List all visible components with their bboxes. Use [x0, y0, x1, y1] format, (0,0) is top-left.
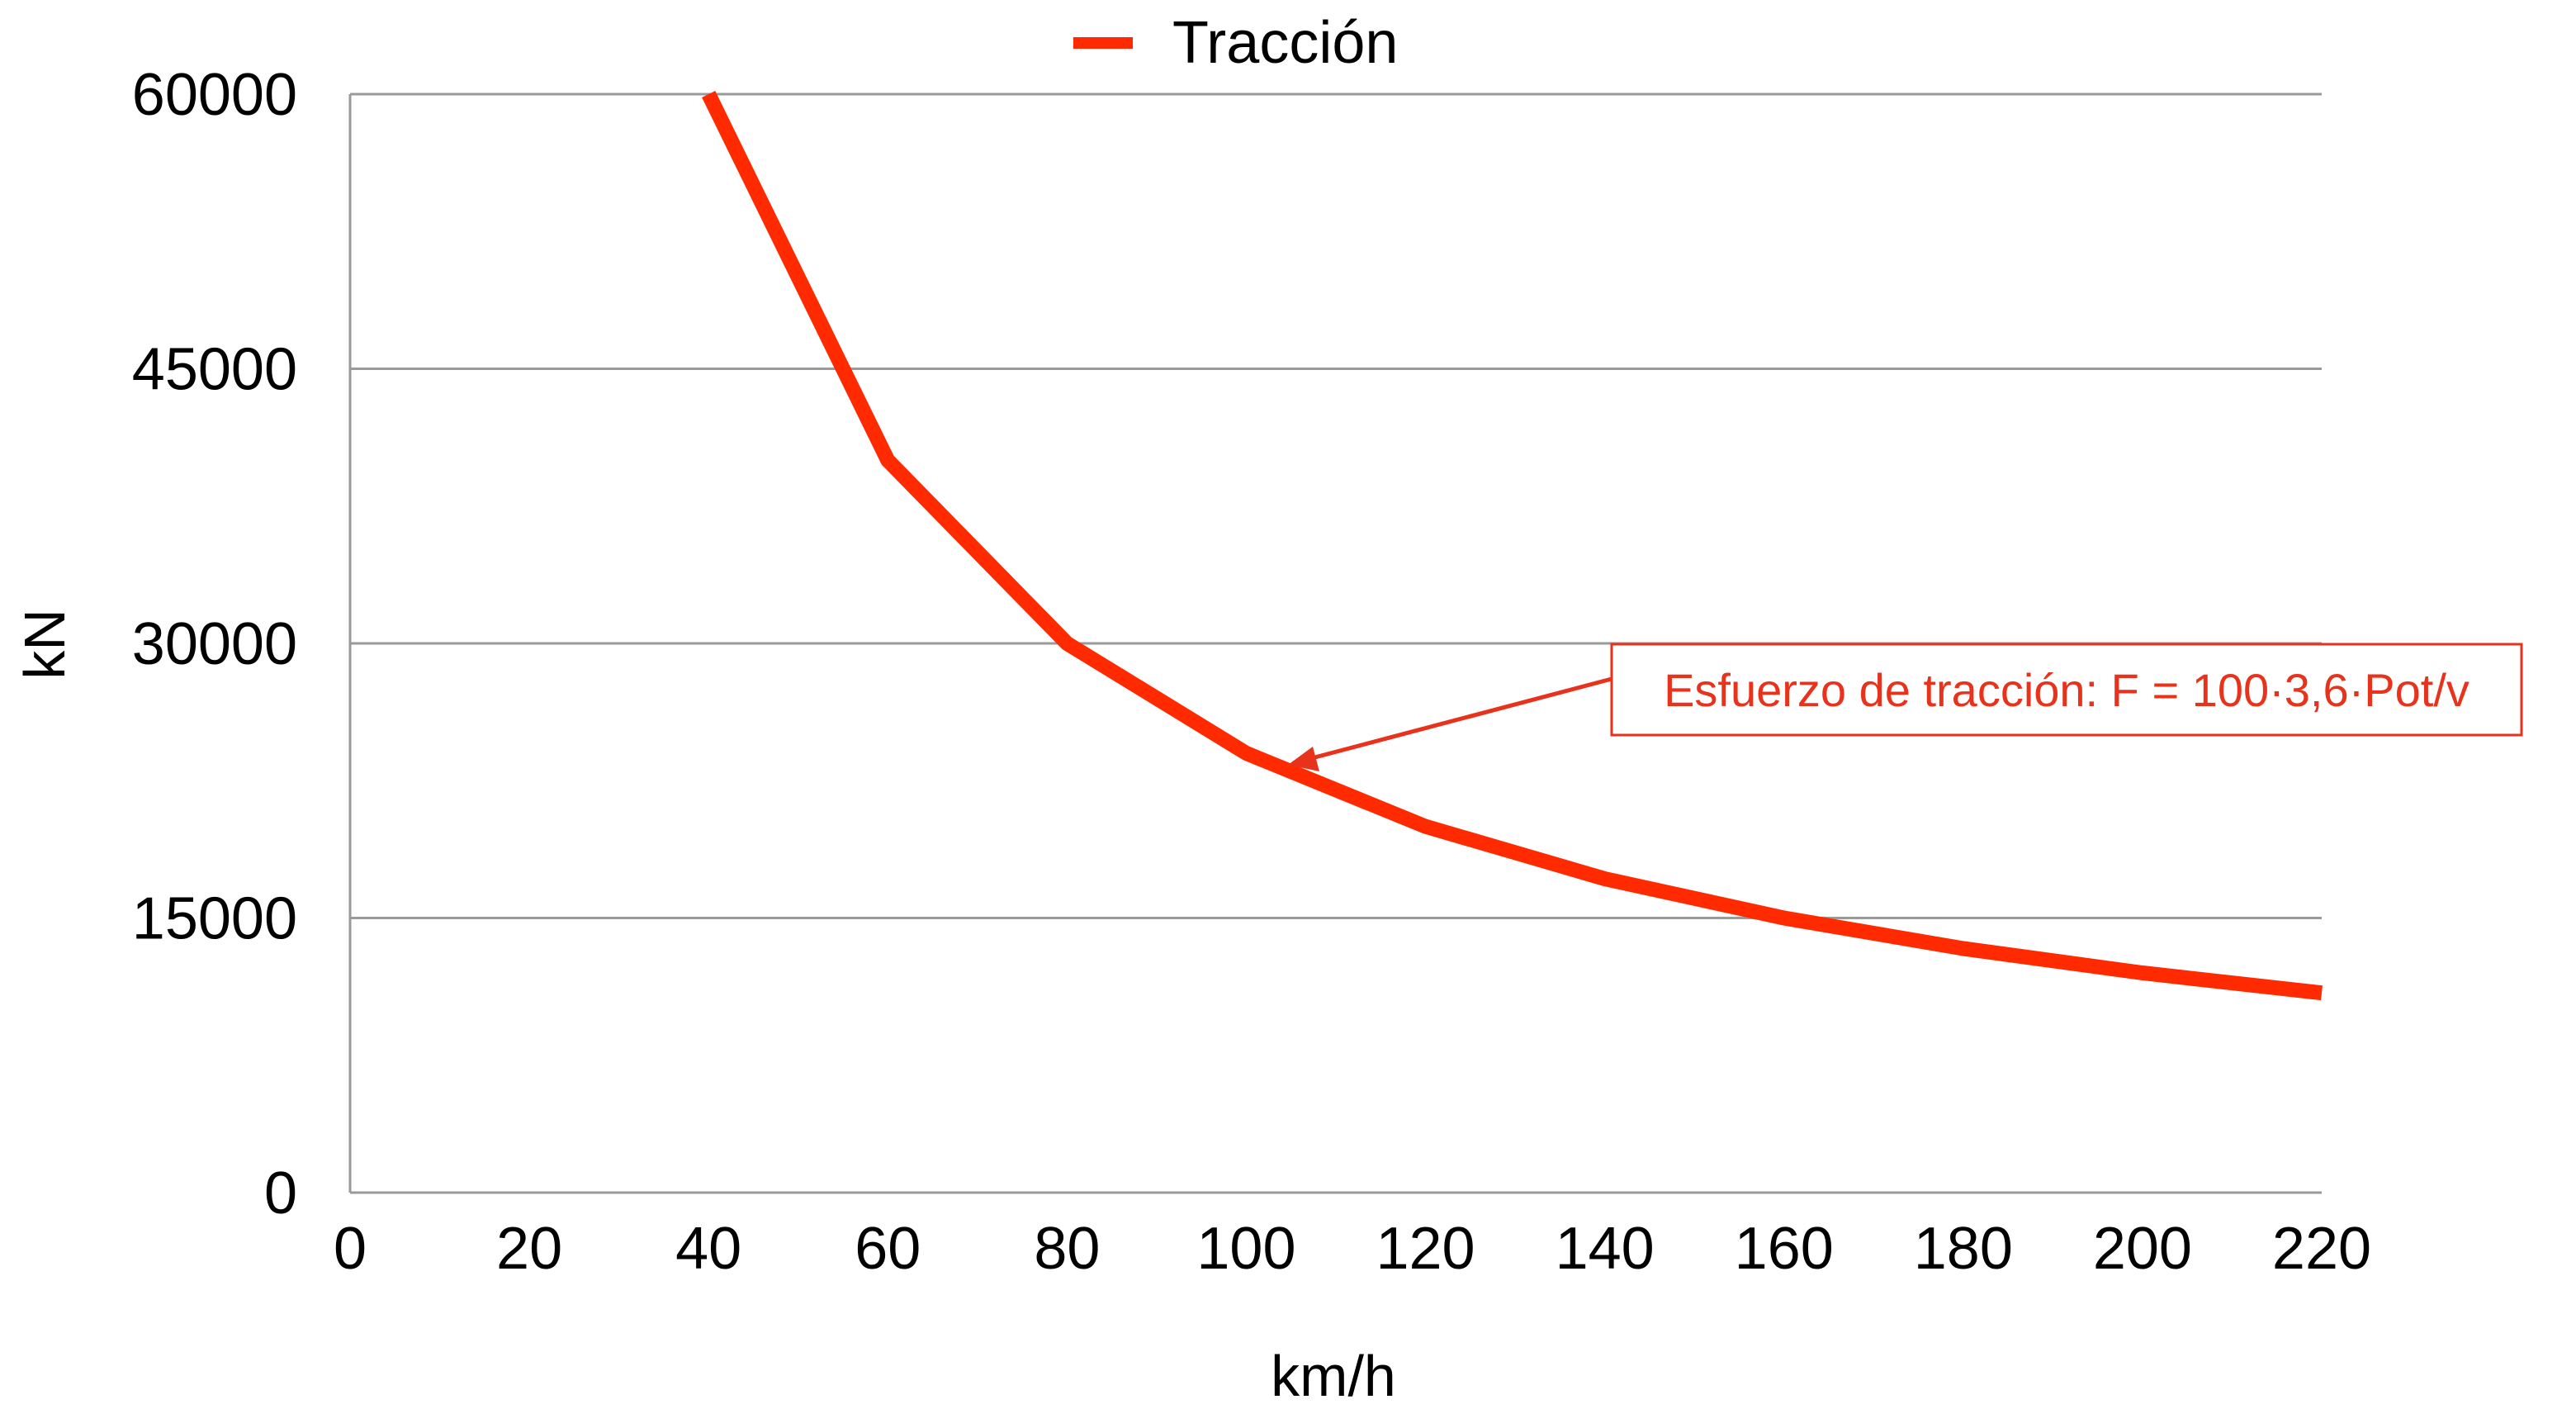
x-axis-label: km/h: [1271, 1344, 1396, 1408]
x-tick-label: 160: [1735, 1216, 1834, 1282]
x-tick-label: 80: [1034, 1216, 1100, 1282]
y-tick-label: 0: [264, 1160, 297, 1226]
x-tick-label: 20: [496, 1216, 562, 1282]
legend: Tracción: [1073, 10, 1398, 76]
annotation-arrow: [1292, 676, 1612, 766]
series-line: [702, 91, 2323, 1001]
x-tick-label: 0: [334, 1216, 367, 1282]
x-tick-label: 40: [675, 1216, 741, 1282]
x-tick-label: 200: [2093, 1216, 2192, 1282]
x-tick-label: 180: [1914, 1216, 2013, 1282]
y-axis-label: kN: [12, 609, 77, 680]
y-tick-label: 15000: [132, 886, 297, 952]
series-layer: [702, 91, 2323, 1001]
y-tick-label: 60000: [132, 62, 297, 128]
x-axis-ticks: 0 20 40 60 80 100 120 140 160 180 200 220: [334, 1216, 2371, 1282]
x-tick-label: 220: [2272, 1216, 2371, 1282]
legend-label: Tracción: [1172, 10, 1398, 76]
annotation-text: Esfuerzo de tracción: F = 100·3,6·Pot/v: [1664, 664, 2469, 716]
annotation-arrowhead: [1288, 747, 1319, 771]
y-tick-label: 30000: [132, 611, 297, 677]
annotation-box: [1610, 643, 2523, 737]
x-tick-label: 140: [1556, 1216, 1655, 1282]
x-tick-label: 120: [1376, 1216, 1475, 1282]
annotation: Esfuerzo de tracción: F = 100·3,6·Pot/v: [1288, 643, 2523, 771]
x-tick-label: 100: [1196, 1216, 1295, 1282]
y-tick-label: 45000: [132, 337, 297, 403]
x-tick-label: 60: [855, 1216, 921, 1282]
y-axis-ticks: 0 15000 30000 45000 60000: [132, 62, 297, 1226]
